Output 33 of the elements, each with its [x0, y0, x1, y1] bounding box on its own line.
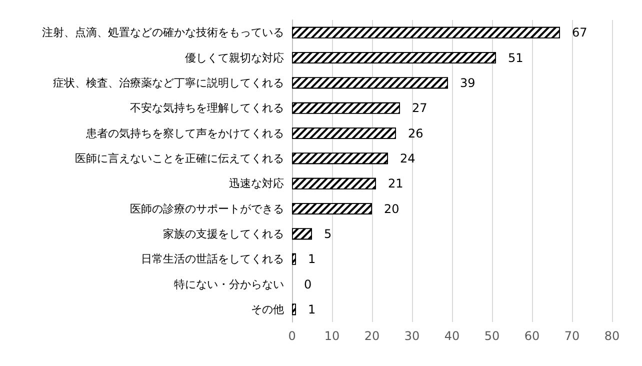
y-tick-label: 症状、検査、治療薬など丁寧に説明してくれる — [53, 76, 284, 90]
y-tick-label: 日常生活の世話をしてくれる — [141, 252, 284, 266]
data-label: 67 — [572, 26, 588, 40]
y-tick-label: 医師に言えないことを正確に伝えてくれる — [75, 152, 284, 165]
y-tick-label: 優しくて親切な対応 — [185, 51, 284, 64]
y-tick-label: 特にない・分からない — [174, 278, 284, 291]
data-label: 21 — [388, 176, 404, 191]
y-tick-label: 患者の気持ちを察して声をかけてくれる — [85, 126, 284, 140]
data-label: 20 — [384, 202, 400, 216]
x-tick-label: 20 — [364, 329, 380, 343]
y-tick-label: 不安な気持ちを理解してくれる — [130, 102, 284, 115]
x-tick-label: 80 — [604, 329, 620, 343]
y-tick-label: 家族の支援をしてくれる — [163, 227, 284, 240]
x-tick-label: 60 — [524, 329, 540, 343]
x-tick-label: 40 — [444, 329, 460, 343]
y-tick-label: 迅速な対応 — [229, 177, 284, 190]
data-label: 51 — [508, 50, 524, 65]
y-tick-label: 医師の診療のサポートができる — [130, 202, 284, 216]
y-tick-label: 注射、点滴、処置などの確かな技術をもっている — [42, 26, 284, 40]
x-tick-label: 30 — [404, 329, 420, 343]
x-tick-label: 50 — [484, 329, 500, 343]
y-tick-label: その他 — [251, 302, 284, 316]
data-label: 1 — [308, 252, 316, 266]
x-tick-label: 0 — [288, 329, 296, 343]
data-label: 5 — [324, 226, 332, 241]
data-label: 0 — [304, 277, 312, 292]
data-label: 24 — [400, 151, 416, 166]
data-label: 26 — [408, 126, 424, 140]
data-label: 39 — [460, 76, 476, 90]
x-tick-label: 70 — [564, 329, 580, 343]
data-label: 27 — [412, 101, 428, 116]
data-label: 1 — [308, 302, 316, 316]
x-tick-label: 10 — [324, 329, 340, 343]
